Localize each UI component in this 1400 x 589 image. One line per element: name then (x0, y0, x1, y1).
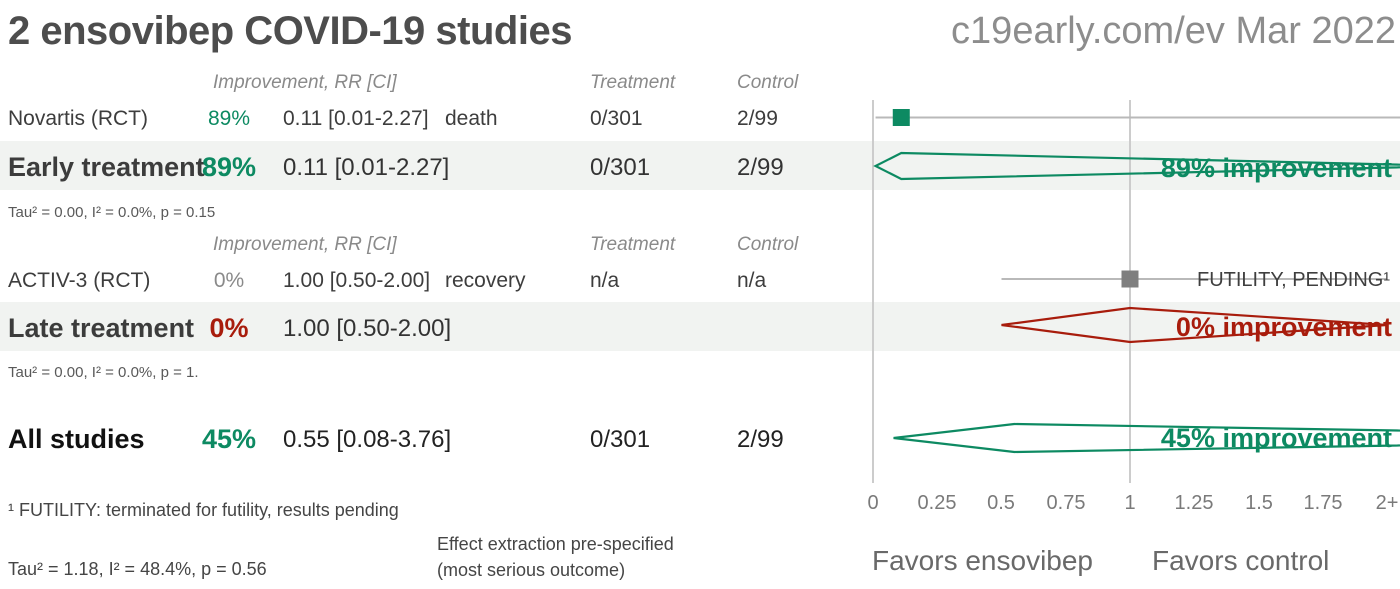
pooled-control-early: 2/99 (737, 154, 784, 181)
pooled-name-early: Early treatment (8, 152, 205, 182)
pooled-rr-early: 0.11 [0.01-2.27] (283, 154, 450, 181)
futility-footnote: ¹ FUTILITY: terminated for futility, res… (8, 500, 399, 520)
heterogeneity-early: Tau² = 0.00, I² = 0.0%, p = 0.15 (8, 204, 216, 221)
axis-tick-075: 0.75 (1046, 492, 1086, 514)
axis-tick-125: 1.25 (1174, 492, 1214, 514)
axis-tick-15: 1.5 (1245, 492, 1273, 514)
axis-tick-175: 1.75 (1303, 492, 1343, 514)
improvement-label-early: 89% improvement (1160, 153, 1392, 183)
site-caption: c19early.com/ev Mar 2022 (951, 10, 1396, 52)
study-rr-activ3: 1.00 [0.50-2.00] (283, 269, 431, 292)
summary-diamond-late (1001, 306, 1388, 344)
column-header-treatment: Treatment (590, 72, 676, 93)
forest-plot-svg (872, 100, 1400, 483)
pooled-improvement-early: 89% (201, 152, 257, 182)
axis-tick-2plus: 2+ (1375, 492, 1399, 514)
effect-extraction-note-line2: (most serious outcome) (437, 560, 626, 580)
early-treatment-band (0, 141, 1400, 190)
page-title: 2 ensovibep COVID-19 studies (8, 9, 572, 53)
column-header-treatment-2: Treatment (590, 234, 676, 255)
improvement-label-late: 0% improvement (1175, 312, 1392, 342)
summary-diamond-early (873, 151, 1400, 181)
favors-control-label: Favors control (1152, 545, 1330, 576)
futility-pending-label: FUTILITY, PENDING¹ (1197, 269, 1390, 291)
column-header-improvement: Improvement, RR [CI] (213, 72, 397, 93)
study-improvement-activ3: 0% (213, 269, 245, 292)
axis-tick-05: 0.5 (987, 492, 1015, 514)
study-control-novartis: 2/99 (737, 107, 778, 130)
study-control-activ3: n/a (737, 269, 767, 292)
pooled-rr-all: 0.55 [0.08-3.76] (283, 426, 452, 453)
pooled-name-all: All studies (8, 424, 145, 454)
summary-diamond-all (893, 422, 1400, 454)
improvement-label-all: 45% improvement (1160, 423, 1392, 453)
column-header-improvement-2: Improvement, RR [CI] (213, 234, 397, 255)
study-rr-novartis: 0.11 [0.01-2.27] (283, 107, 429, 130)
pooled-improvement-all: 45% (201, 424, 257, 454)
pooled-improvement-late: 0% (209, 313, 249, 343)
effect-extraction-note-line1: Effect extraction pre-specified (437, 534, 674, 554)
column-header-control: Control (737, 72, 799, 93)
study-name-activ3: ACTIV-3 (RCT) (8, 269, 151, 292)
study-outcome-novartis: death (445, 107, 498, 130)
study-name-novartis: Novartis (RCT) (8, 107, 148, 130)
point-estimate-square-novartis (892, 109, 910, 126)
pooled-rr-late: 1.00 [0.50-2.00] (283, 315, 452, 342)
study-treatment-activ3: n/a (590, 269, 620, 292)
study-improvement-novartis: 89% (207, 107, 251, 130)
study-outcome-activ3: recovery (445, 269, 526, 292)
heterogeneity-all: Tau² = 1.18, I² = 48.4%, p = 0.56 (8, 559, 267, 579)
column-header-control-2: Control (737, 234, 799, 255)
axis-tick-025: 0.25 (917, 492, 957, 514)
heterogeneity-late: Tau² = 0.00, I² = 0.0%, p = 1. (8, 364, 199, 381)
favors-treatment-label: Favors ensovibep (872, 545, 1094, 576)
point-estimate-square-activ3 (1121, 270, 1139, 288)
pooled-control-all: 2/99 (737, 426, 784, 453)
pooled-name-late: Late treatment (8, 313, 195, 343)
study-treatment-novartis: 0/301 (590, 107, 643, 130)
pooled-treatment-early: 0/301 (590, 154, 651, 181)
axis-tick-1: 1 (1124, 492, 1136, 514)
pooled-treatment-all: 0/301 (590, 426, 651, 453)
axis-tick-0: 0 (867, 492, 879, 514)
